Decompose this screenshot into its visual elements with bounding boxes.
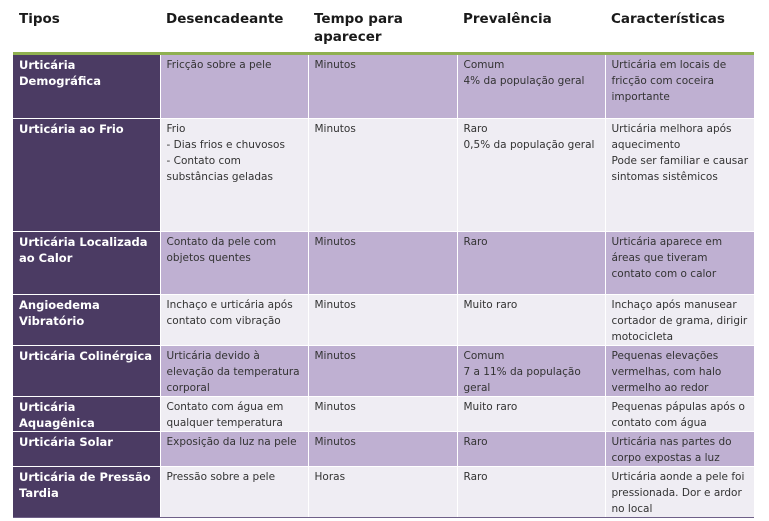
table-row: Urticária Colinérgica Urticária devido à … <box>13 345 754 397</box>
table-row: Urticária de Pressão Tardia Pressão sobre… <box>13 466 754 518</box>
cell-prevalencia: Comum 4% da população geral <box>456 53 605 119</box>
cell-prevalencia: Muito raro <box>456 294 605 346</box>
table-row: Urticária Aquagênica Contato com água em … <box>13 396 754 432</box>
cell-tempo: Minutos <box>307 53 457 119</box>
table-row: Urticária Solar Exposição da luz na pele M… <box>13 431 754 467</box>
header-caracteristicas: Características <box>605 6 754 55</box>
cell-tempo: Minutos <box>307 345 457 397</box>
cell-tipo: Urticária Demográfica <box>13 53 160 119</box>
table-row: Angioedema Vibratório Inchaço e urticária… <box>13 294 754 346</box>
cell-tipo: Urticária Aquagênica <box>13 396 160 432</box>
cell-caracteristicas: Pequenas elevações vermelhas, com halo v… <box>604 345 754 397</box>
cell-tempo: Minutos <box>307 294 457 346</box>
cell-desencadeante: Urticária devido à elevação da temperatu… <box>159 345 308 397</box>
cell-tipo: Urticária Colinérgica <box>13 345 160 397</box>
table-row: Urticária Localizada ao Calor Contato da … <box>13 231 754 295</box>
cell-caracteristicas: Urticária nas partes do corpo expostas a… <box>604 431 754 467</box>
cell-tempo: Minutos <box>307 431 457 467</box>
cell-desencadeante: Contato com água em qualquer temperatura <box>159 396 308 432</box>
cell-desencadeante: Pressão sobre a pele <box>159 466 308 518</box>
cell-desencadeante: Exposição da luz na pele <box>159 431 308 467</box>
cell-desencadeante: Frio - Dias frios e chuvosos - Contato c… <box>159 118 308 232</box>
cell-desencadeante: Fricção sobre a pele <box>159 53 308 119</box>
cell-prevalencia: Raro <box>456 431 605 467</box>
cell-caracteristicas: Urticária em locais de fricção com cocei… <box>604 53 754 119</box>
cell-caracteristicas: Urticária aparece em áreas que tiveram c… <box>604 231 754 295</box>
cell-tipo: Angioedema Vibratório <box>13 294 160 346</box>
table-row: Urticária ao Frio Frio - Dias frios e chu… <box>13 118 754 232</box>
cell-tipo: Urticária ao Frio <box>13 118 160 232</box>
cell-caracteristicas: Inchaço após manusear cortador de grama,… <box>604 294 754 346</box>
cell-caracteristicas: Urticária melhora após aquecimento Pode … <box>604 118 754 232</box>
cell-tipo: Urticária de Pressão Tardia <box>13 466 160 518</box>
cell-caracteristicas: Urticária aonde a pele foi pressionada. … <box>604 466 754 518</box>
cell-desencadeante: Inchaço e urticária após contato com vib… <box>159 294 308 346</box>
cell-desencadeante: Contato da pele com objetos quentes <box>159 231 308 295</box>
cell-prevalencia: Raro <box>456 231 605 295</box>
cell-tempo: Minutos <box>307 396 457 432</box>
cell-tempo: Minutos <box>307 118 457 232</box>
cell-prevalencia: Muito raro <box>456 396 605 432</box>
cell-caracteristicas: Pequenas pápulas após o contato com água <box>604 396 754 432</box>
cell-tempo: Horas <box>307 466 457 518</box>
cell-prevalencia: Comum 7 a 11% da população geral <box>456 345 605 397</box>
urticaria-table: Tipos Desencadeante Tempo para aparecer … <box>13 6 754 518</box>
header-prevalencia: Prevalência <box>457 6 605 55</box>
cell-tempo: Minutos <box>307 231 457 295</box>
header-row: Tipos Desencadeante Tempo para aparecer … <box>13 6 754 55</box>
cell-prevalencia: Raro 0,5% da população geral <box>456 118 605 232</box>
cell-tipo: Urticária Solar <box>13 431 160 467</box>
header-desencadeante: Desencadeante <box>160 6 308 55</box>
cell-tipo: Urticária Localizada ao Calor <box>13 231 160 295</box>
header-tempo: Tempo para aparecer <box>308 6 457 55</box>
header-tipos: Tipos <box>13 6 160 55</box>
table-row: Urticária Demográfica Fricção sobre a pel… <box>13 53 754 119</box>
cell-prevalencia: Raro <box>456 466 605 518</box>
